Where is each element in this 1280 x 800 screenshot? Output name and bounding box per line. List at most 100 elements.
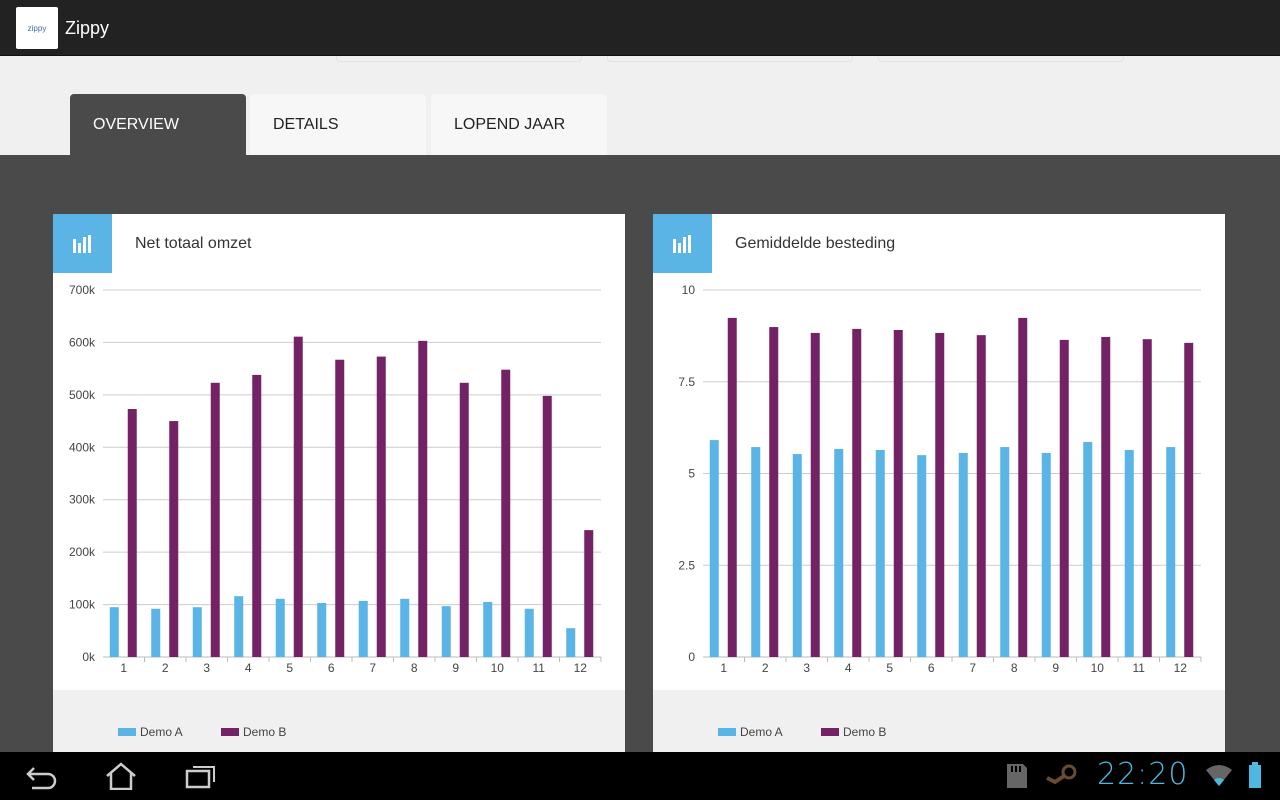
x-tick-label: 4 [845, 661, 852, 675]
x-tick-label: 8 [411, 661, 418, 675]
bar-demo-a [483, 601, 493, 657]
bar-demo-a [109, 607, 119, 657]
bar-demo-b [1101, 336, 1111, 657]
bar-demo-b [1184, 342, 1194, 657]
bar-demo-a [317, 602, 327, 657]
legend-demo-b[interactable]: Demo B [221, 725, 286, 739]
legend-demo-a[interactable]: Demo A [118, 725, 183, 739]
bar-demo-b [1059, 339, 1069, 657]
bar-demo-b [418, 340, 428, 657]
x-tick-label: 7 [369, 661, 376, 675]
x-tick-label: 9 [452, 661, 459, 675]
bar-demo-a [524, 608, 534, 657]
legend-label: Demo B [843, 725, 887, 739]
y-tick-label: 400k [69, 440, 96, 454]
y-tick-label: 10 [682, 283, 696, 297]
bar-demo-a [1124, 450, 1134, 657]
home-icon[interactable] [104, 762, 138, 790]
tab-details[interactable]: DETAILS [250, 94, 426, 155]
bar-demo-b [769, 327, 779, 657]
bar-demo-a [151, 608, 161, 657]
recent-apps-icon[interactable] [184, 762, 218, 790]
x-tick-label: 6 [328, 661, 335, 675]
steam-icon [1046, 764, 1077, 785]
bar-demo-b [293, 336, 303, 657]
bar-demo-b [335, 359, 345, 657]
y-tick-label: 0 [688, 650, 695, 664]
hidden-panel-edge [878, 56, 1124, 62]
y-tick-label: 5 [688, 467, 695, 481]
bar-demo-b [727, 317, 737, 657]
bar-demo-a [1083, 441, 1093, 657]
app-title: Zippy [65, 18, 110, 38]
y-tick-label: 500k [69, 388, 96, 402]
x-tick-label: 5 [286, 661, 293, 675]
x-tick-label: 11 [533, 661, 546, 675]
legend-demo-a[interactable]: Demo A [718, 725, 783, 739]
x-tick-label: 3 [803, 661, 810, 675]
bar-demo-b [976, 335, 986, 657]
sd-card-icon [1007, 764, 1027, 788]
bar-demo-b [852, 328, 862, 657]
bar-demo-a [709, 440, 719, 657]
clock: 22:20 [1097, 757, 1189, 792]
x-tick-label: 1 [720, 661, 727, 675]
battery-icon [1249, 762, 1261, 788]
bar-demo-a [917, 455, 927, 657]
x-tick-label: 5 [886, 661, 893, 675]
bar-demo-b [584, 530, 594, 657]
tab-overview[interactable]: OVERVIEW [70, 94, 246, 155]
app-logo[interactable]: zippy [16, 7, 58, 49]
legend-demo-b[interactable]: Demo B [821, 725, 886, 739]
x-tick-label: 8 [1011, 661, 1018, 675]
x-tick-label: 7 [969, 661, 976, 675]
x-tick-label: 10 [1091, 661, 1105, 675]
bar-demo-a [875, 450, 885, 657]
tab-lopend-jaar[interactable]: LOPEND JAAR [431, 94, 607, 155]
bar-demo-a [834, 448, 844, 657]
y-tick-label: 7.5 [678, 375, 695, 389]
chart-card-net-totaal-omzet: Net totaal omzet 0k 100k 200k 300k 400k 500k 6… [53, 214, 625, 752]
x-tick-label: 11 [1133, 661, 1146, 675]
x-tick-label: 2 [162, 661, 169, 675]
bar-demo-b [127, 409, 137, 657]
bar-demo-b [893, 330, 903, 657]
bar-demo-b [935, 332, 945, 657]
bar-demo-b [810, 332, 820, 657]
y-tick-label: 700k [69, 283, 96, 297]
bar-demo-b [1142, 339, 1152, 657]
y-tick-label: 300k [69, 493, 96, 507]
bar-demo-a [751, 447, 761, 657]
x-tick-label: 2 [762, 661, 769, 675]
chart-legend: Demo A Demo B [53, 690, 625, 752]
y-tick-label: 2.5 [678, 558, 695, 572]
back-icon[interactable] [24, 762, 58, 790]
bar-demo-a [441, 606, 451, 657]
x-tick-label: 1 [120, 661, 127, 675]
legend-label: Demo A [140, 725, 183, 739]
bar-demo-b [1018, 317, 1028, 657]
hidden-panel-edge [607, 56, 853, 62]
bar-demo-a [358, 600, 368, 657]
system-nav-bar [0, 752, 1280, 800]
x-tick-label: 6 [928, 661, 935, 675]
bar-demo-b [501, 369, 511, 657]
bar-demo-a [400, 598, 410, 657]
logo-text: zippy [27, 23, 47, 33]
chart-title: Net totaal omzet [135, 235, 252, 252]
x-tick-label: 12 [1174, 661, 1188, 675]
wifi-icon [1206, 765, 1232, 786]
bar-demo-b [169, 421, 179, 657]
chart-title: Gemiddelde besteding [735, 235, 896, 252]
y-tick-label: 600k [69, 335, 96, 349]
chart-legend: Demo A Demo B [653, 690, 1225, 752]
x-tick-label: 12 [574, 661, 588, 675]
bar-demo-a [234, 596, 244, 657]
bar-demo-b [210, 382, 220, 657]
bar-chart-icon [53, 214, 112, 273]
tab-area: OVERVIEW DETAILS LOPEND JAAR [0, 56, 1280, 155]
legend-label: Demo B [243, 725, 287, 739]
y-tick-label: 100k [69, 598, 96, 612]
bar-demo-b [252, 374, 262, 657]
